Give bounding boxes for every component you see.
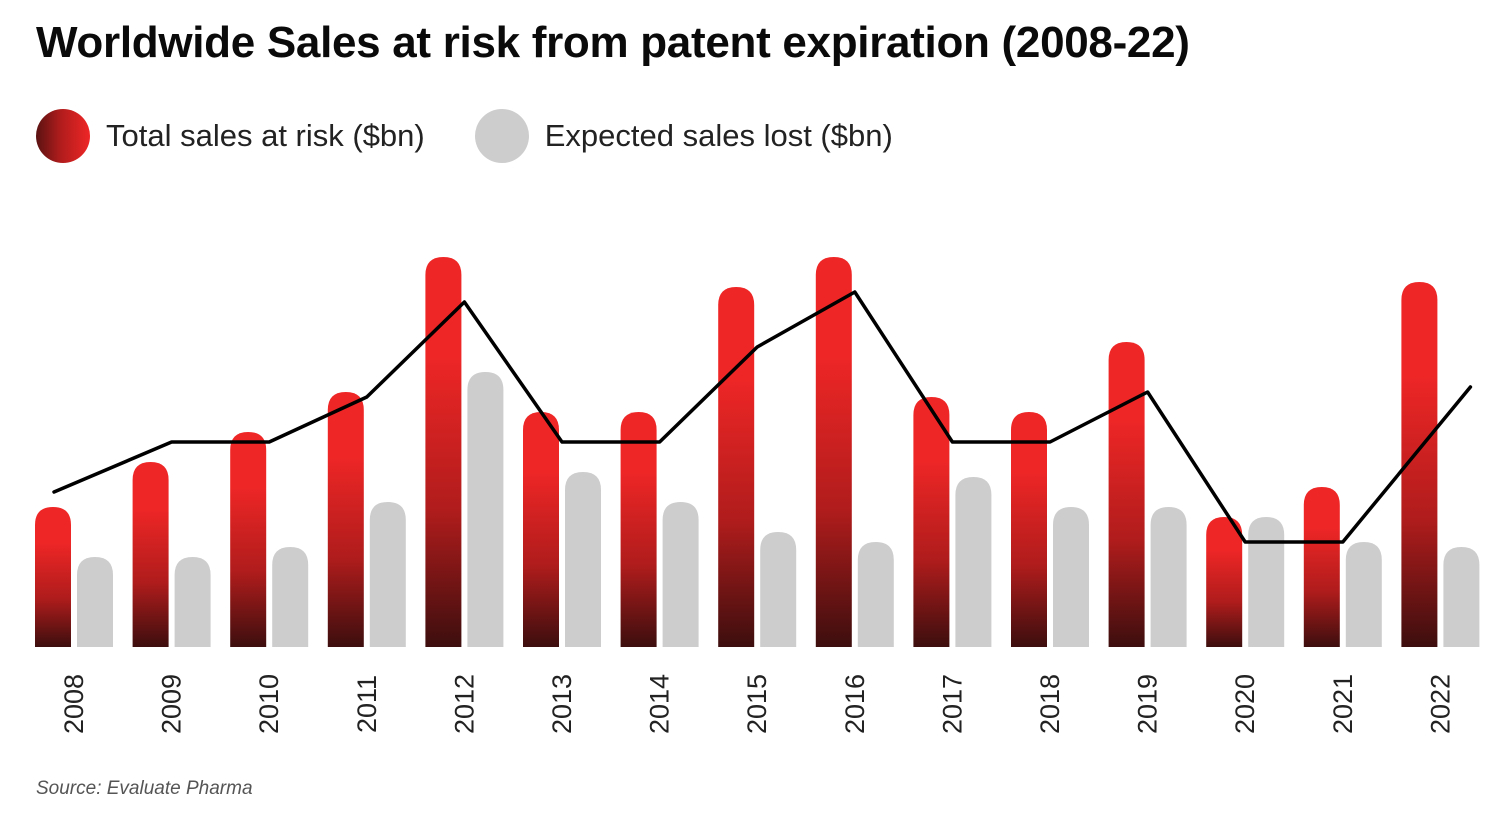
bar-expected-2018 (1053, 507, 1089, 647)
x-tick-label-2021: 2021 (1328, 674, 1358, 734)
x-tick-label-2020: 2020 (1230, 674, 1260, 734)
bar-total-2015 (718, 287, 755, 647)
x-tick-label-2013: 2013 (547, 674, 577, 734)
x-tick-label-2019: 2019 (1133, 674, 1163, 734)
legend-item-total: Total sales at risk ($bn) (36, 109, 425, 163)
bar-total-2009 (132, 462, 169, 647)
bar-expected-2009 (174, 557, 211, 647)
bar-expected-2011 (369, 502, 406, 647)
bar-total-2012 (425, 257, 462, 647)
bar-expected-2014 (662, 502, 699, 647)
x-tick-label-2009: 2009 (157, 674, 187, 734)
bar-expected-2015 (760, 532, 797, 647)
bar-expected-2019 (1150, 507, 1187, 647)
bar-expected-2010 (272, 547, 309, 647)
x-tick-label-2011: 2011 (352, 675, 382, 733)
legend-label-expected: Expected sales lost ($bn) (544, 118, 893, 153)
bar-total-2021 (1303, 487, 1340, 647)
trend-line (52, 290, 1473, 544)
chart-title: Worldwide Sales at risk from patent expi… (36, 18, 1190, 67)
x-tick-label-2012: 2012 (449, 674, 479, 734)
bar-total-2011 (327, 392, 364, 647)
source-note: Source: Evaluate Pharma (36, 778, 253, 799)
bar-expected-2012 (467, 372, 504, 647)
x-tick-label-2008: 2008 (59, 674, 89, 734)
x-tick-label-2014: 2014 (645, 674, 675, 734)
bar-expected-2017 (955, 477, 992, 647)
bar-total-2018 (1011, 412, 1047, 647)
bar-expected-2016 (857, 542, 894, 647)
legend: Total sales at risk ($bn) Expected sales… (36, 108, 943, 164)
bar-total-2016 (815, 257, 852, 647)
bar-total-2020 (1206, 517, 1243, 647)
bar-total-2017 (913, 397, 950, 647)
bar-total-2014 (620, 412, 657, 647)
bar-expected-2022 (1443, 547, 1480, 647)
legend-swatch-expected (474, 109, 529, 163)
bar-total-2022 (1401, 282, 1438, 647)
x-tick-label-2022: 2022 (1425, 674, 1455, 734)
bar-expected-2021 (1345, 542, 1382, 647)
legend-label-total: Total sales at risk ($bn) (106, 118, 425, 153)
x-tick-label-2017: 2017 (937, 674, 967, 734)
legend-swatch-total (36, 109, 90, 163)
x-tick-label-2015: 2015 (742, 674, 772, 734)
bar-total-2013 (523, 412, 559, 647)
x-tick-label-2010: 2010 (254, 674, 284, 734)
bar-expected-2020 (1248, 517, 1285, 647)
bar-total-2019 (1108, 342, 1145, 647)
bar-total-2010 (230, 432, 267, 647)
x-tick-label-2018: 2018 (1035, 674, 1065, 734)
bar-expected-2008 (77, 557, 113, 647)
x-tick-label-2016: 2016 (840, 674, 870, 734)
legend-item-expected: Expected sales lost ($bn) (474, 109, 893, 163)
bar-total-2008 (35, 507, 71, 647)
bar-expected-2013 (565, 472, 601, 647)
